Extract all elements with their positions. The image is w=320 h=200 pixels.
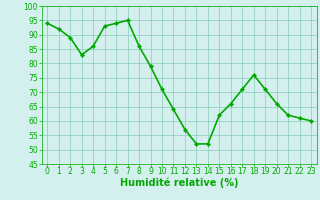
X-axis label: Humidité relative (%): Humidité relative (%) [120,178,238,188]
